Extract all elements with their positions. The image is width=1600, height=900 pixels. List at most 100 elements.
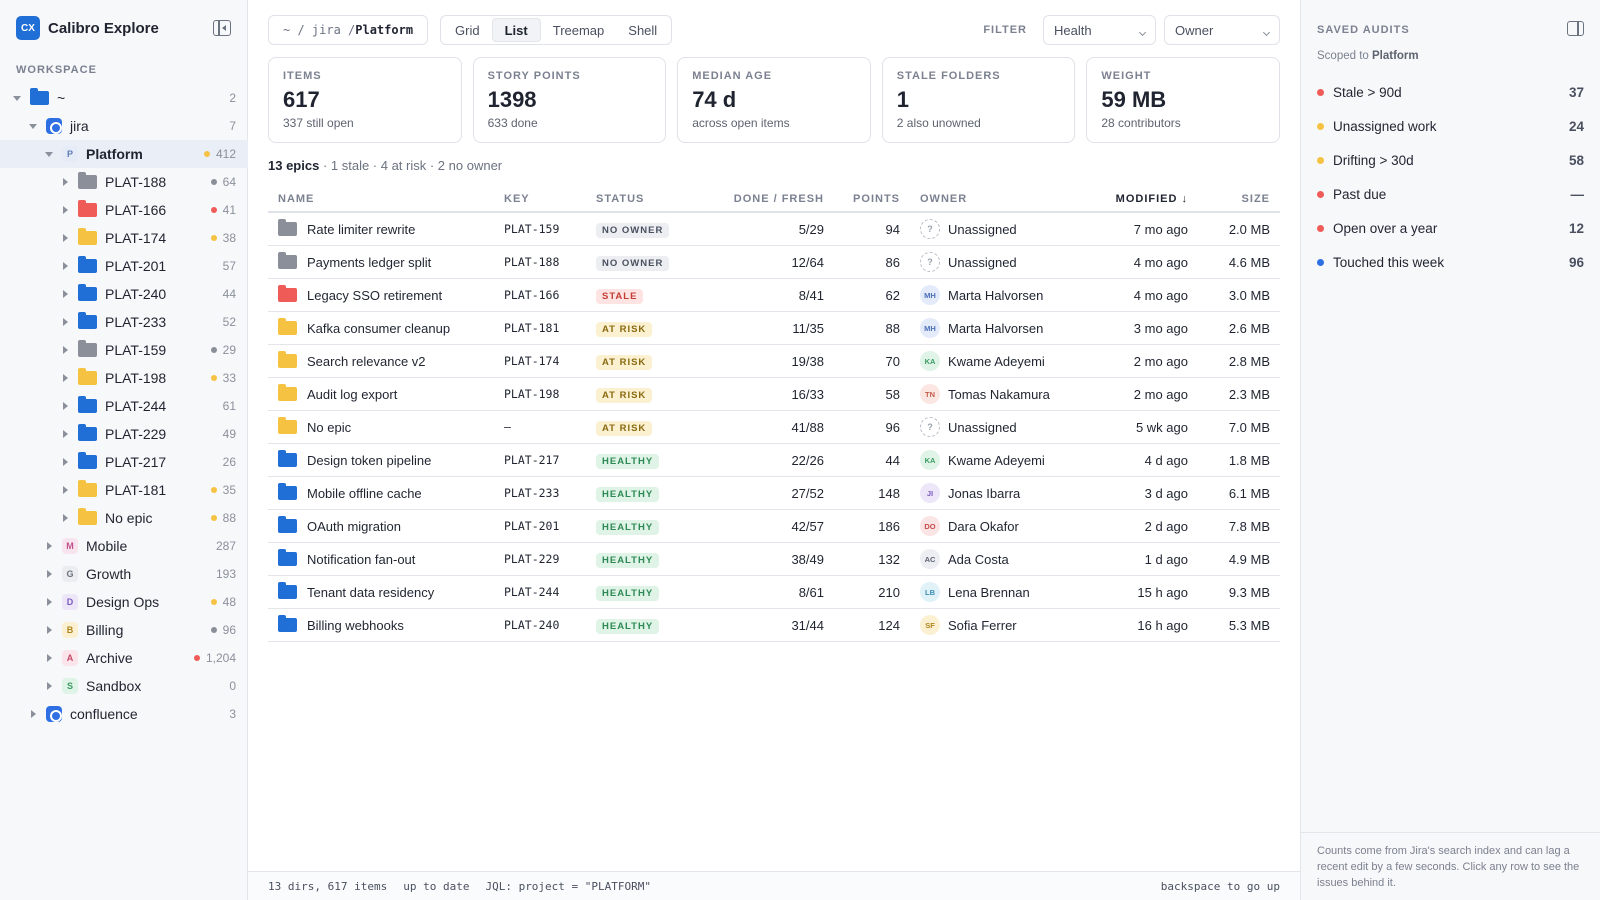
caret-right-icon[interactable] — [44, 653, 54, 663]
workspace-tree: ~2 jira 7 P Platform 412 PLAT-188 64 PLAT-166 41 P… — [0, 84, 248, 728]
tree-item-plat-159[interactable]: PLAT-159 29 — [0, 336, 248, 364]
caret-right-icon[interactable] — [60, 233, 70, 243]
table-row[interactable]: Tenant data residency PLAT-244 HEALTHY 8/61… — [268, 576, 1280, 609]
epic-key: PLAT-181 — [504, 321, 560, 335]
tree-item-plat-166[interactable]: PLAT-166 41 — [0, 196, 248, 224]
epic-count: 13 epics — [268, 158, 320, 173]
caret-down-icon[interactable] — [44, 149, 54, 159]
tree-item-label: PLAT-181 — [105, 482, 167, 498]
folder-icon — [278, 351, 297, 368]
folder-icon — [78, 396, 97, 413]
audit-past-due[interactable]: Past due — — [1317, 177, 1584, 211]
tree-item-plat-244[interactable]: PLAT-244 61 — [0, 392, 248, 420]
caret-down-icon[interactable] — [12, 93, 22, 103]
col-size-header[interactable]: SIZE — [1241, 192, 1270, 205]
table-row[interactable]: Payments ledger split PLAT-188 NO OWNER 12/… — [268, 246, 1280, 279]
tree-item-plat-201[interactable]: PLAT-201 57 — [0, 252, 248, 280]
tree-item-plat-188[interactable]: PLAT-188 64 — [0, 168, 248, 196]
col-points-header[interactable]: POINTS — [853, 192, 900, 205]
owner-name: Marta Halvorsen — [948, 287, 1044, 303]
col-owner-header[interactable]: OWNER — [920, 192, 968, 205]
view-shell-button[interactable]: Shell — [628, 22, 658, 38]
col-done-header[interactable]: DONE / FRESH — [733, 192, 824, 205]
table-row[interactable]: Legacy SSO retirement PLAT-166 STALE 8/41 62… — [268, 279, 1280, 312]
size-value: 5.3 MB — [1228, 617, 1270, 633]
audit-touched-this-week[interactable]: Touched this week 96 — [1317, 245, 1584, 279]
breadcrumb[interactable]: ~ / jira / Platform — [268, 15, 429, 45]
sidebar: CX Calibro Explore WORKSPACE ~2 jira 7 P Pla… — [0, 0, 248, 900]
tree-item-growth[interactable]: G Growth 193 — [0, 560, 248, 588]
size-value: 2.6 MB — [1228, 320, 1270, 336]
tree-item-billing[interactable]: B Billing 96 — [0, 616, 248, 644]
avatar: DO — [920, 516, 940, 536]
caret-right-icon[interactable] — [44, 569, 54, 579]
caret-right-icon[interactable] — [28, 709, 38, 719]
tree-item-count: 35 — [222, 483, 236, 497]
health-filter-select[interactable]: Health — [1043, 15, 1156, 45]
caret-right-icon[interactable] — [44, 681, 54, 691]
audit-scope-value: Platform — [1371, 50, 1419, 62]
table-row[interactable]: Mobile offline cache PLAT-233 HEALTHY 27/52… — [268, 477, 1280, 510]
caret-right-icon[interactable] — [60, 205, 70, 215]
tree-item-plat-233[interactable]: PLAT-233 52 — [0, 308, 248, 336]
caret-right-icon[interactable] — [60, 457, 70, 467]
collapse-panel-icon[interactable] — [1567, 21, 1584, 36]
caret-right-icon[interactable] — [60, 289, 70, 299]
table-row[interactable]: Rate limiter rewrite PLAT-159 NO OWNER 5/29… — [268, 213, 1280, 246]
folder-icon — [278, 549, 297, 566]
table-row[interactable]: OAuth migration PLAT-201 HEALTHY 42/57 186 DO… — [268, 510, 1280, 543]
tree-item-root[interactable]: ~2 — [0, 84, 248, 112]
table-row[interactable]: Billing webhooks PLAT-240 HEALTHY 31/44 124 S… — [268, 609, 1280, 642]
col-key-header[interactable]: KEY — [504, 192, 530, 205]
tree-item-plat-198[interactable]: PLAT-198 33 — [0, 364, 248, 392]
table-row[interactable]: Kafka consumer cleanup PLAT-181 AT RISK 11/… — [268, 312, 1280, 345]
caret-down-icon[interactable] — [28, 121, 38, 131]
tree-item-confluence[interactable]: confluence 3 — [0, 700, 248, 728]
caret-right-icon[interactable] — [60, 429, 70, 439]
audit-drifting-30d[interactable]: Drifting > 30d 58 — [1317, 143, 1584, 177]
caret-right-icon[interactable] — [60, 345, 70, 355]
story-points: 88 — [885, 320, 900, 336]
caret-right-icon[interactable] — [60, 261, 70, 271]
table-row[interactable]: Audit log export PLAT-198 AT RISK 16/33 58 TN… — [268, 378, 1280, 411]
table-row[interactable]: No epic — AT RISK 41/88 96? Unassigned 5 wk ag… — [268, 411, 1280, 444]
caret-right-icon[interactable] — [60, 485, 70, 495]
caret-right-icon[interactable] — [60, 373, 70, 383]
audit-unassigned-work[interactable]: Unassigned work 24 — [1317, 109, 1584, 143]
tree-item-archive[interactable]: A Archive 1,204 — [0, 644, 248, 672]
col-status-header[interactable]: STATUS — [596, 192, 645, 205]
tree-item-mobile[interactable]: M Mobile 287 — [0, 532, 248, 560]
caret-right-icon[interactable] — [44, 597, 54, 607]
status-badge: HEALTHY — [596, 519, 660, 535]
col-name-header[interactable]: NAME — [278, 192, 315, 205]
view-list-button[interactable]: List — [491, 18, 541, 42]
tree-item-platform[interactable]: P Platform 412 — [0, 140, 248, 168]
tree-item-jira[interactable]: jira 7 — [0, 112, 248, 140]
tree-item-sandbox[interactable]: S Sandbox 0 — [0, 672, 248, 700]
caret-right-icon[interactable] — [60, 177, 70, 187]
audit-open-over-a-year[interactable]: Open over a year 12 — [1317, 211, 1584, 245]
view-treemap-button[interactable]: Treemap — [552, 22, 605, 38]
caret-right-icon[interactable] — [44, 625, 54, 635]
tree-item-design-ops[interactable]: D Design Ops 48 — [0, 588, 248, 616]
tree-item-plat-174[interactable]: PLAT-174 38 — [0, 224, 248, 252]
folder-icon — [78, 284, 97, 301]
tree-item-no-epic[interactable]: No epic 88 — [0, 504, 248, 532]
caret-right-icon[interactable] — [44, 541, 54, 551]
caret-right-icon[interactable] — [60, 513, 70, 523]
owner-filter-select[interactable]: Owner — [1164, 15, 1280, 45]
table-row[interactable]: Search relevance v2 PLAT-174 AT RISK 19/38 7… — [268, 345, 1280, 378]
table-row[interactable]: Notification fan-out PLAT-229 HEALTHY 38/49… — [268, 543, 1280, 576]
audit-stale-90d[interactable]: Stale > 90d 37 — [1317, 75, 1584, 109]
table-row[interactable]: Design token pipeline PLAT-217 HEALTHY 22/2… — [268, 444, 1280, 477]
tree-item-plat-181[interactable]: PLAT-181 35 — [0, 476, 248, 504]
folder-icon — [278, 450, 297, 467]
tree-item-plat-217[interactable]: PLAT-217 26 — [0, 448, 248, 476]
caret-right-icon[interactable] — [60, 401, 70, 411]
caret-right-icon[interactable] — [60, 317, 70, 327]
collapse-sidebar-icon[interactable] — [213, 20, 231, 36]
col-modified-header[interactable]: MODIFIED ↓ — [1115, 192, 1188, 205]
view-grid-button[interactable]: Grid — [455, 22, 480, 38]
tree-item-plat-229[interactable]: PLAT-229 49 — [0, 420, 248, 448]
tree-item-plat-240[interactable]: PLAT-240 44 — [0, 280, 248, 308]
